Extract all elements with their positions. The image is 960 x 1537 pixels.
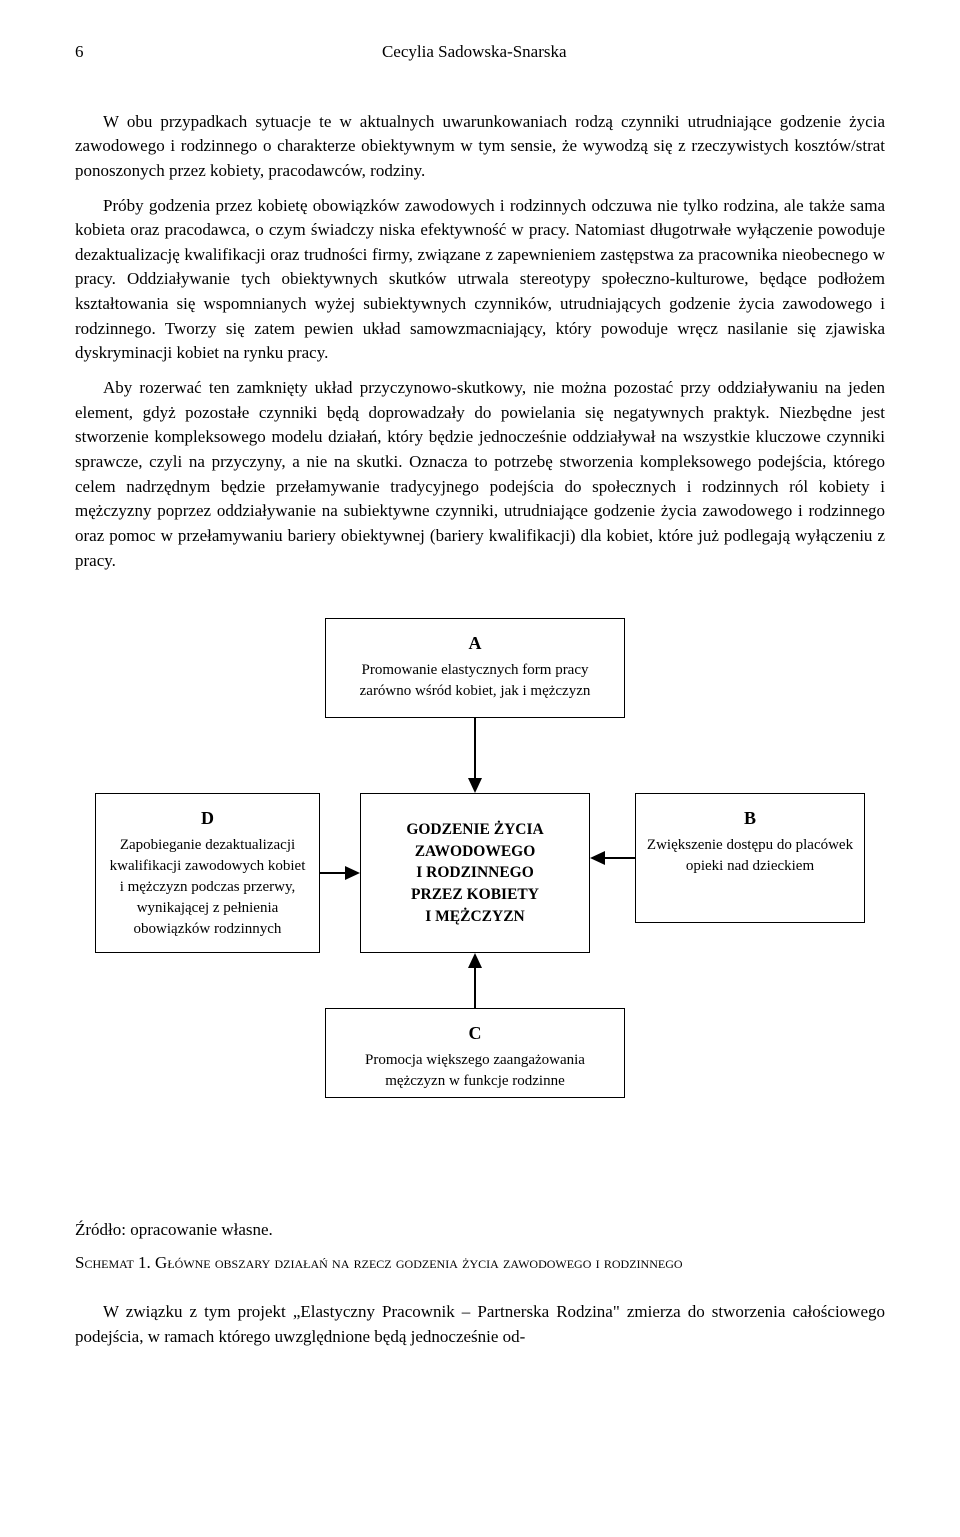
flowchart-diagram: A Promowanie elastycznych form pracy zar… xyxy=(95,618,865,1188)
paragraph-2: Próby godzenia przez kobietę obowiązków … xyxy=(75,194,885,366)
box-a-letter: A xyxy=(336,631,614,656)
paragraph-last: W związku z tym projekt „Elastyczny Prac… xyxy=(75,1300,885,1349)
arrow-b-center xyxy=(590,848,635,868)
header-spacer xyxy=(865,40,885,65)
box-c-text: Promocja większego zaangażowania mężczyz… xyxy=(336,1050,614,1092)
box-center-line4: PRZEZ KOBIETY xyxy=(371,884,579,906)
arrow-c-center xyxy=(465,953,485,1008)
paragraph-1: W obu przypadkach sytuacje te w aktualny… xyxy=(75,110,885,184)
arrow-d-center xyxy=(320,863,360,883)
box-a-text: Promowanie elastycznych form pracy zarów… xyxy=(336,660,614,702)
caption-text: Główne obszary działań na rzecz godzenia… xyxy=(151,1253,683,1272)
paragraph-3: Aby rozerwać ten zamknięty układ przyczy… xyxy=(75,376,885,573)
box-center-line1: GODZENIE ŻYCIA xyxy=(371,819,579,841)
page-number: 6 xyxy=(75,40,84,65)
box-a: A Promowanie elastycznych form pracy zar… xyxy=(325,618,625,718)
schema-caption: Schemat 1. Główne obszary działań na rze… xyxy=(75,1251,885,1276)
source-text: Źródło: opracowanie własne. xyxy=(75,1218,885,1243)
box-center-line2: ZAWODOWEGO xyxy=(371,841,579,863)
box-d-letter: D xyxy=(106,806,309,831)
arrow-a-center xyxy=(465,718,485,793)
author-name: Cecylia Sadowska-Snarska xyxy=(84,40,866,65)
box-b-text: Zwiększenie dostępu do placówek opieki n… xyxy=(646,835,854,877)
box-center-line5: I MĘŻCZYZN xyxy=(371,906,579,928)
box-c: C Promocja większego zaangażowania mężcz… xyxy=(325,1008,625,1098)
page-header: 6 Cecylia Sadowska-Snarska xyxy=(75,40,885,65)
box-center: GODZENIE ŻYCIA ZAWODOWEGO I RODZINNEGO P… xyxy=(360,793,590,953)
box-d-text: Zapobieganie dezaktualizacji kwalifikacj… xyxy=(106,835,309,940)
box-d: D Zapobieganie dezaktualizacji kwalifika… xyxy=(95,793,320,953)
box-center-line3: I RODZINNEGO xyxy=(371,862,579,884)
caption-prefix: Schemat 1. xyxy=(75,1253,151,1272)
box-b: B Zwiększenie dostępu do placówek opieki… xyxy=(635,793,865,923)
box-b-letter: B xyxy=(646,806,854,831)
box-c-letter: C xyxy=(336,1021,614,1046)
